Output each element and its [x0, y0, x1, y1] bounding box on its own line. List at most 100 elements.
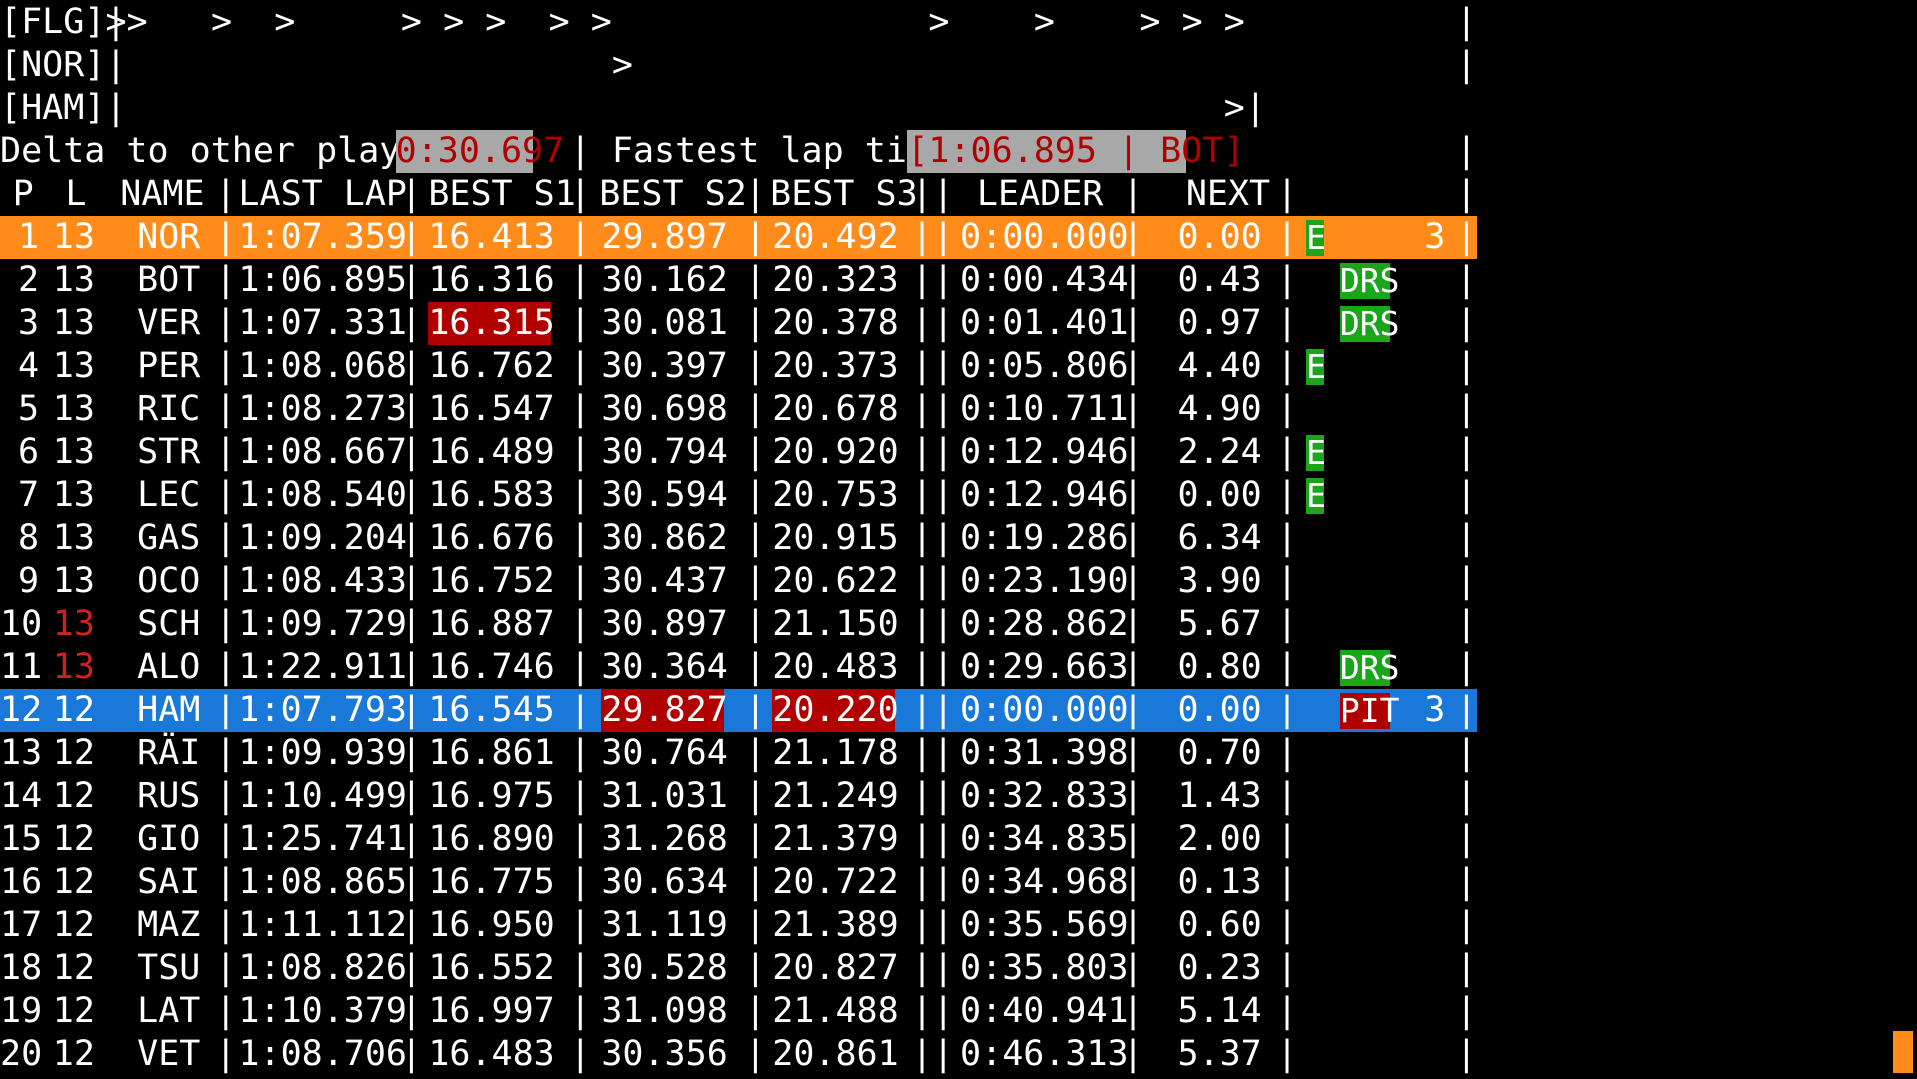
col-sep: | [744, 647, 766, 687]
col-sep: | [1276, 733, 1298, 773]
last-lap: 1:08.068 [238, 346, 407, 386]
col-sep: | [1276, 260, 1298, 300]
best-s2: 30.081 [601, 303, 728, 343]
col-sep: | [569, 733, 591, 773]
last-lap: 1:10.499 [238, 776, 407, 816]
best-s2: 29.897 [601, 217, 728, 257]
position: 20 [0, 1034, 43, 1074]
table-row: 4 13 PER | 1:08.068 | 16.762 | 30.397 | 20.373 || 0:… [0, 345, 1917, 388]
position: 15 [0, 819, 43, 859]
position: 17 [0, 905, 43, 945]
col-sep: | [400, 260, 422, 300]
best-s1: 16.483 [428, 1034, 555, 1074]
last-lap: 1:07.331 [238, 303, 407, 343]
col-sep: | [1122, 303, 1144, 343]
best-s3: 20.722 [772, 862, 899, 902]
col-sep: | [744, 475, 766, 515]
col-sep: || [911, 1034, 954, 1074]
table-header: P L NAME | LAST LAP | BEST S1 | BEST S2 | BEST S3 |… [0, 173, 1917, 216]
col-sep: | [1122, 518, 1144, 558]
col-sep: || [911, 561, 954, 601]
best-s2: 30.364 [601, 647, 728, 687]
lap-count: 13 [52, 346, 95, 386]
position: 12 [0, 690, 43, 730]
col-sep: | [744, 217, 766, 257]
ers-badge: E [1306, 218, 1326, 257]
position: 19 [0, 991, 43, 1031]
col-sep: | [569, 518, 591, 558]
col-sep: | [215, 561, 237, 601]
col-sep: | [569, 217, 591, 257]
row-end: | [1455, 432, 1477, 472]
col-sep: | [1276, 862, 1298, 902]
track-marker: > [1181, 2, 1203, 42]
col-sep: | [569, 1034, 591, 1074]
position: 6 [17, 432, 40, 472]
best-s3: 20.323 [772, 260, 899, 300]
table-row: 3 13 VER | 1:07.331 | 16.315 | 30.081 | 20.378 || 0:… [0, 302, 1917, 345]
best-s1: 16.547 [428, 389, 555, 429]
best-s1: 16.950 [428, 905, 555, 945]
lap-count: 12 [52, 690, 95, 730]
position: 11 [0, 647, 43, 687]
best-s3: 20.622 [772, 561, 899, 601]
row-end: | [1455, 389, 1477, 429]
col-sep: | [1122, 217, 1144, 257]
col-sep: || [911, 905, 954, 945]
best-s3: 21.389 [772, 905, 899, 945]
table-row: 18 12 TSU | 1:08.826 | 16.552 | 30.528 | 20.827 || 0… [0, 947, 1917, 990]
last-lap: 1:06.895 [238, 260, 407, 300]
track-marker: > [1139, 2, 1161, 42]
col-sep: || [911, 647, 954, 687]
next-gap: 0.80 [1177, 647, 1262, 687]
col-sep: || [911, 776, 954, 816]
next-gap: 0.97 [1177, 303, 1262, 343]
header-best-s1: BEST S1 [428, 174, 576, 214]
col-sep: | [1276, 647, 1298, 687]
row-end: | [1455, 948, 1477, 988]
col-sep: | [744, 432, 766, 472]
header-end: | [1455, 174, 1477, 214]
next-gap: 0.00 [1177, 475, 1262, 515]
drs-badge: DRS [1339, 261, 1400, 300]
header-name: NAME [120, 174, 205, 214]
best-s2: 30.764 [601, 733, 728, 773]
last-lap: 1:08.667 [238, 432, 407, 472]
col-sep: || [911, 217, 954, 257]
table-row: 6 13 STR | 1:08.667 | 16.489 | 30.794 | 20.920 || 0:… [0, 431, 1917, 474]
col-sep: | [744, 561, 766, 601]
best-s1: 16.413 [428, 217, 555, 257]
header-sep: | [744, 174, 766, 214]
col-sep: | [215, 862, 237, 902]
leader-gap: 0:40.941 [960, 991, 1129, 1031]
col-sep: | [215, 776, 237, 816]
table-row: 10 13 SCH | 1:09.729 | 16.887 | 30.897 | 21.150 || 0… [0, 603, 1917, 646]
table-row: 1 13 NOR | 1:07.359 | 16.413 | 29.897 | 20.492 || 0:… [0, 216, 1917, 259]
ers-badge: E [1306, 433, 1326, 472]
lap-count: 13 [52, 518, 95, 558]
row-end: | [1455, 303, 1477, 343]
col-sep: | [400, 303, 422, 343]
driver-name: STR [137, 432, 201, 472]
col-sep: | [400, 1034, 422, 1074]
track-marker: > [274, 2, 296, 42]
col-sep: | [1276, 905, 1298, 945]
col-sep: | [1276, 389, 1298, 429]
lap-count: 13 [52, 561, 95, 601]
best-s3: 20.483 [772, 647, 899, 687]
next-gap: 2.00 [1177, 819, 1262, 859]
col-sep: | [215, 432, 237, 472]
best-s1: 16.489 [428, 432, 555, 472]
best-s3: 20.678 [772, 389, 899, 429]
col-sep: | [1276, 948, 1298, 988]
driver-name: HAM [137, 690, 201, 730]
position: 14 [0, 776, 43, 816]
ers-badge: E [1306, 347, 1326, 386]
best-s1: 16.676 [428, 518, 555, 558]
driver-name: ALO [137, 647, 201, 687]
track-marker: > [1223, 2, 1245, 42]
best-s3: 20.861 [772, 1034, 899, 1074]
header-sep: | [215, 174, 237, 214]
row-end: | [1455, 1034, 1477, 1074]
driver-name: RIC [137, 389, 201, 429]
